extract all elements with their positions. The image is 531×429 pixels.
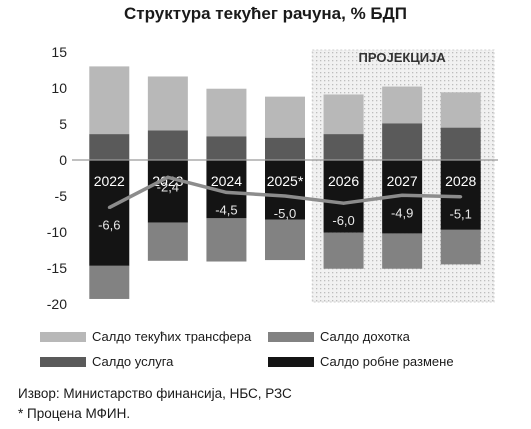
data-label: -5,0 — [274, 206, 296, 221]
legend-item-goods: Салдо робне размене — [268, 354, 454, 369]
legend-swatch-services — [40, 356, 86, 367]
x-tick-label: 2027 — [387, 173, 418, 189]
chart-plot: ПРОЈЕКЦИЈА 15 10 5 0 -5 -10 -15 -20 2022 2023 2024 2… — [47, 44, 498, 310]
bar-segment-s3-2028 — [440, 92, 481, 128]
bar-segment-s1-2026 — [323, 134, 364, 160]
line-point — [459, 195, 463, 199]
line-point — [224, 190, 228, 194]
bar-segment-s0-2025 — [265, 160, 305, 220]
bar-segment-s1-2025 — [265, 137, 305, 160]
bar-segment-s0-2022 — [89, 160, 130, 266]
data-label: -4,9 — [391, 205, 413, 220]
x-tick-label: 2025* — [267, 173, 304, 189]
source-note: Извор: Министарство финансија, НБС, РЗС — [18, 386, 292, 401]
bar-segment-s0-2023 — [147, 160, 188, 223]
data-label: -2,4 — [157, 179, 179, 194]
bar-segment-s2-2025 — [265, 219, 305, 261]
legend-item-transfers: Салдо текућих трансфера — [40, 329, 251, 344]
bar-segment-s2-2026 — [323, 232, 364, 269]
bar-segment-s2-2024 — [206, 218, 247, 262]
legend-label-income: Салдо дохотка — [320, 329, 410, 344]
bar-segment-s2-2023 — [147, 222, 188, 261]
y-tick-label: -5 — [55, 188, 68, 204]
bar-segment-s3-2027 — [382, 86, 423, 124]
data-label: -5,1 — [450, 207, 472, 222]
bar-segment-s3-2022 — [89, 66, 130, 135]
y-tick-label: 15 — [51, 44, 67, 60]
line-point — [400, 193, 404, 197]
chart-title: Структура текућег рачуна, % БДП — [124, 4, 407, 23]
line-point — [166, 175, 170, 179]
x-tick-label: 2023 — [152, 173, 183, 189]
bar-segment-s1-2024 — [206, 136, 247, 160]
x-tick-label: 2026 — [328, 173, 359, 189]
bar-segment-s3-2026 — [323, 94, 364, 135]
x-tick-label: 2024 — [211, 173, 242, 189]
y-tick-label: -10 — [47, 224, 67, 240]
data-label: -4,5 — [215, 202, 237, 217]
data-label: -6,0 — [332, 213, 354, 228]
line-point — [283, 194, 287, 198]
legend-swatch-transfers — [40, 331, 86, 342]
y-tick-label: -20 — [47, 296, 67, 310]
legend-swatch-income — [268, 331, 314, 342]
x-tick-label: 2028 — [445, 173, 476, 189]
y-tick-label: 10 — [51, 80, 67, 96]
bar-segment-s2-2028 — [440, 229, 481, 265]
bar-segment-s1-2027 — [382, 123, 423, 160]
bar-segment-s3-2025 — [265, 96, 305, 138]
legend-item-income: Салдо дохотка — [268, 329, 410, 344]
bar-segment-s1-2028 — [440, 127, 481, 160]
data-label: -6,6 — [98, 218, 120, 233]
y-tick-label: 5 — [59, 116, 67, 132]
legend-label-transfers: Салдо текућих трансфера — [92, 329, 252, 344]
x-tick-label: 2022 — [94, 173, 125, 189]
bar-segment-s1-2022 — [89, 134, 130, 160]
line-point — [342, 201, 346, 205]
legend-swatch-goods — [268, 356, 314, 367]
bar-segment-s2-2022 — [89, 265, 130, 299]
legend-label-services: Салдо услуга — [92, 354, 174, 369]
line-point — [107, 206, 111, 210]
legend-label-goods: Салдо робне размене — [320, 354, 454, 369]
footnote: * Процена МФИН. — [18, 406, 131, 421]
bar-segment-s3-2023 — [147, 76, 188, 131]
y-tick-label: -15 — [47, 260, 67, 276]
projection-label: ПРОЈЕКЦИЈА — [359, 50, 447, 65]
bar-segment-s3-2024 — [206, 88, 247, 137]
bar-segment-s2-2027 — [382, 233, 423, 269]
y-tick-label: 0 — [59, 152, 67, 168]
bar-segment-s1-2023 — [147, 130, 188, 160]
bar-segment-s0-2026 — [323, 160, 364, 233]
legend-item-services: Салдо услуга — [40, 354, 173, 369]
